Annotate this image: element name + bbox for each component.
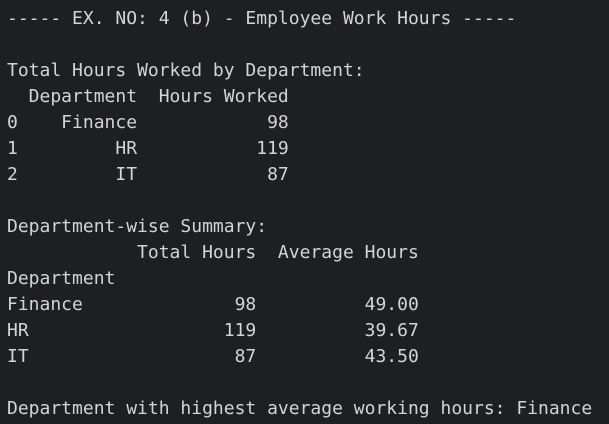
table-row: 1 HR 119 — [7, 138, 289, 159]
summary-index-label: Department — [7, 268, 116, 289]
table-row: 0 Finance 98 — [7, 112, 289, 133]
result-line: Department with highest average working … — [7, 398, 593, 419]
table-row: HR 119 39.67 — [7, 320, 419, 341]
total-hours-table-header: Department Hours Worked — [7, 86, 289, 107]
total-hours-title: Total Hours Worked by Department: — [7, 60, 365, 81]
table-row: IT 87 43.50 — [7, 346, 419, 367]
table-row: Finance 98 49.00 — [7, 294, 419, 315]
section-header-line: ----- EX. NO: 4 (b) - Employee Work Hour… — [7, 8, 517, 29]
table-row: 2 IT 87 — [7, 164, 289, 185]
summary-table-header: Total Hours Average Hours — [7, 242, 419, 263]
summary-title: Department-wise Summary: — [7, 216, 268, 237]
